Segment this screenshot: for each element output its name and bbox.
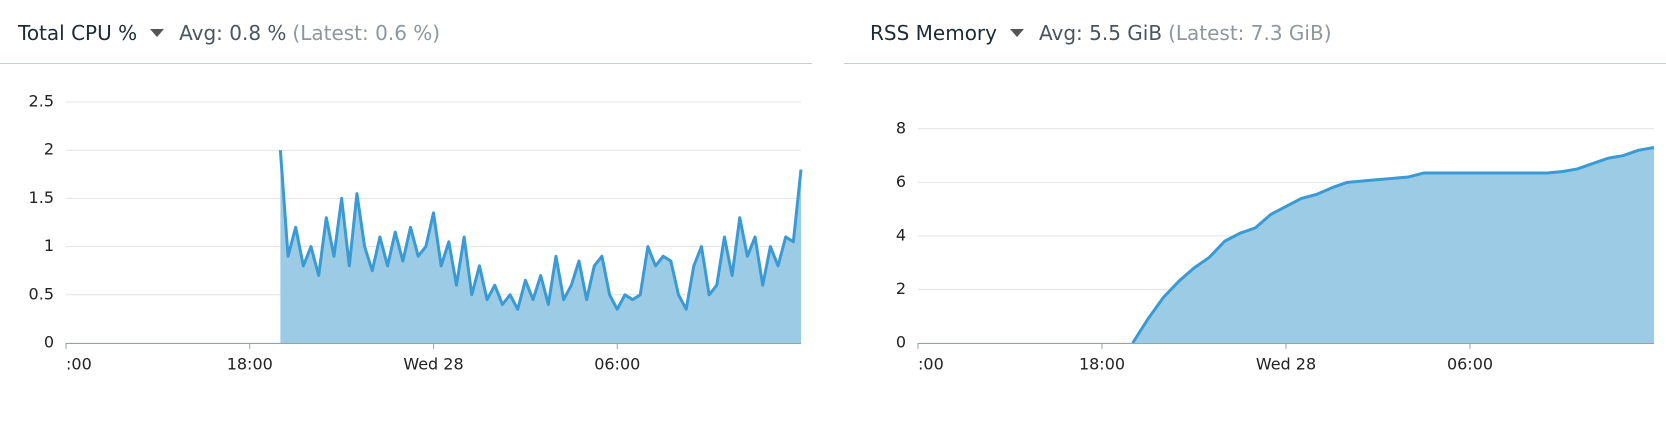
avg-value: Avg: 5.5 GiB: [1038, 21, 1163, 45]
y-tick-label: 6: [896, 172, 906, 191]
y-tick-label: 2: [896, 279, 906, 298]
area-fill: [1132, 147, 1654, 343]
dropdown-icon[interactable]: [149, 28, 165, 38]
y-tick-label: 0: [44, 333, 54, 352]
y-tick-label: 2.5: [29, 92, 54, 111]
series-line: [1131, 146, 1655, 344]
series-line: [278, 150, 803, 311]
area-fill: [280, 150, 801, 343]
widget-title[interactable]: Total CPU %: [18, 21, 138, 45]
y-tick-label: 1: [44, 236, 54, 255]
widget-header: RSS Memory Avg: 5.5 GiB (Latest: 7.3 GiB…: [870, 18, 1332, 48]
y-tick-label: 4: [896, 225, 906, 244]
y-tick-label: 2: [44, 140, 54, 159]
avg-value: Avg: 0.8 %: [179, 21, 287, 45]
x-tick-label: Wed 28: [403, 355, 463, 374]
dropdown-icon[interactable]: [1009, 28, 1025, 38]
x-tick-label: Wed 28: [1256, 355, 1316, 374]
x-tick-label: 18:00: [227, 355, 273, 374]
x-tick-label: 06:00: [594, 355, 640, 374]
y-tick-label: 8: [896, 118, 906, 137]
widget-title[interactable]: RSS Memory: [870, 21, 997, 45]
latest-value: (Latest: 7.3 GiB): [1168, 21, 1332, 45]
y-tick-label: 1.5: [29, 188, 54, 207]
y-tick-label: 0.5: [29, 284, 54, 303]
y-tick-label: 0: [896, 333, 906, 352]
widget-header: Total CPU % Avg: 0.8 % (Latest: 0.6 %): [18, 18, 440, 48]
x-tick-label: 06:00: [1447, 355, 1493, 374]
x-tick-label: 18:00: [1079, 355, 1125, 374]
x-tick-label: :00: [918, 355, 944, 374]
latest-value: (Latest: 0.6 %): [292, 21, 441, 45]
x-tick-label: :00: [66, 355, 92, 374]
